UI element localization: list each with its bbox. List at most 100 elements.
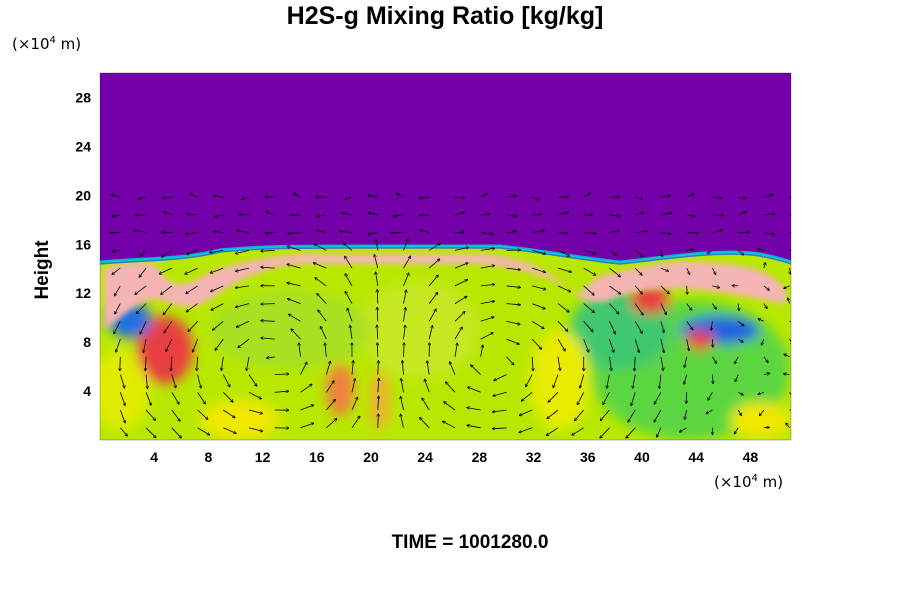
velocity-vector bbox=[420, 230, 430, 233]
velocity-vector bbox=[325, 399, 335, 411]
velocity-vector bbox=[368, 196, 378, 198]
velocity-vector bbox=[789, 338, 791, 345]
velocity-vector bbox=[214, 231, 224, 232]
velocity-vector bbox=[548, 392, 559, 402]
velocity-vector bbox=[789, 232, 791, 233]
velocity-vector bbox=[300, 405, 314, 411]
velocity-vector bbox=[686, 303, 692, 311]
velocity-vector bbox=[188, 321, 198, 331]
velocity-vector bbox=[171, 409, 180, 421]
velocity-vector bbox=[661, 250, 662, 256]
velocity-vector bbox=[480, 284, 495, 287]
velocity-vector bbox=[287, 264, 301, 269]
velocity-vector bbox=[197, 374, 201, 389]
velocity-vector bbox=[161, 285, 173, 295]
velocity-vector bbox=[660, 233, 671, 235]
velocity-vector bbox=[400, 414, 404, 428]
velocity-vector bbox=[197, 392, 206, 404]
velocity-vector bbox=[557, 303, 569, 313]
velocity-vector bbox=[377, 290, 378, 304]
velocity-vector bbox=[480, 214, 491, 215]
velocity-vector bbox=[222, 374, 230, 387]
velocity-vector bbox=[609, 250, 616, 255]
velocity-vector bbox=[532, 196, 539, 200]
velocity-vector bbox=[609, 285, 620, 294]
velocity-vector bbox=[427, 361, 430, 375]
velocity-vector bbox=[583, 193, 591, 198]
velocity-vector bbox=[318, 310, 327, 322]
velocity-vector bbox=[242, 196, 250, 199]
velocity-vector bbox=[444, 402, 456, 411]
velocity-vector bbox=[480, 345, 483, 357]
velocity-vector bbox=[659, 374, 662, 389]
velocity-vector bbox=[506, 338, 520, 344]
velocity-vector bbox=[628, 409, 636, 422]
velocity-vector bbox=[428, 259, 440, 269]
x-tick-label: 24 bbox=[417, 449, 433, 465]
velocity-vector bbox=[299, 343, 301, 357]
velocity-vector bbox=[345, 291, 353, 304]
velocity-vector bbox=[679, 427, 687, 432]
velocity-vector bbox=[378, 396, 379, 411]
velocity-vector bbox=[345, 196, 353, 199]
velocity-vector bbox=[607, 374, 610, 389]
velocity-vector bbox=[454, 296, 467, 304]
velocity-vector bbox=[210, 267, 224, 273]
velocity-vector bbox=[712, 303, 716, 310]
y-tick-label: 24 bbox=[75, 138, 91, 154]
velocity-vector bbox=[197, 427, 210, 435]
velocity-vector bbox=[135, 285, 147, 295]
velocity-vector bbox=[532, 356, 533, 371]
velocity-vector bbox=[267, 357, 275, 358]
velocity-vector bbox=[738, 232, 750, 233]
velocity-vector bbox=[654, 409, 662, 422]
velocity-vector bbox=[526, 374, 533, 387]
velocity-vector bbox=[634, 267, 642, 275]
velocity-vector bbox=[143, 339, 147, 353]
velocity-vector bbox=[187, 250, 198, 254]
velocity-vector bbox=[712, 339, 713, 347]
velocity-vector bbox=[317, 230, 327, 233]
velocity-vector bbox=[763, 214, 775, 215]
velocity-vector bbox=[352, 361, 353, 375]
velocity-vector bbox=[547, 409, 559, 419]
velocity-vector bbox=[789, 249, 791, 251]
velocity-vector bbox=[146, 374, 147, 389]
velocity-vector bbox=[557, 356, 560, 371]
velocity-vector bbox=[248, 427, 263, 432]
velocity-vector bbox=[403, 325, 406, 340]
velocity-vector bbox=[287, 246, 301, 251]
velocity-vector bbox=[374, 255, 379, 269]
velocity-vector bbox=[711, 321, 712, 330]
velocity-vector bbox=[171, 427, 182, 438]
velocity-vector bbox=[763, 373, 770, 374]
velocity-vector bbox=[223, 392, 233, 402]
velocity-vector bbox=[763, 427, 770, 428]
velocity-vector bbox=[454, 280, 468, 287]
velocity-vector bbox=[660, 321, 664, 332]
velocity-vector bbox=[119, 392, 125, 405]
velocity-vector bbox=[784, 354, 790, 358]
velocity-vector bbox=[403, 308, 406, 322]
velocity-vector bbox=[368, 213, 378, 216]
velocity-vector bbox=[531, 338, 542, 349]
chart-title: H2S-g Mixing Ratio [kg/kg] bbox=[286, 2, 604, 30]
velocity-vector bbox=[401, 396, 404, 411]
velocity-vector bbox=[376, 272, 379, 286]
velocity-vector bbox=[223, 427, 236, 434]
velocity-vector bbox=[145, 356, 146, 371]
velocity-vector bbox=[712, 215, 723, 216]
velocity-vector bbox=[119, 409, 125, 423]
velocity-vector bbox=[685, 409, 688, 419]
velocity-vector bbox=[420, 418, 430, 429]
velocity-vector bbox=[394, 215, 404, 216]
y-tick-label: 8 bbox=[83, 334, 91, 350]
velocity-vector bbox=[377, 307, 378, 322]
velocity-vector bbox=[684, 374, 688, 385]
velocity-vector bbox=[737, 409, 741, 416]
velocity-vector bbox=[351, 416, 360, 429]
velocity-vector bbox=[454, 232, 465, 233]
velocity-vector bbox=[583, 285, 595, 295]
velocity-vector bbox=[583, 233, 596, 234]
velocity-vector bbox=[235, 267, 250, 271]
